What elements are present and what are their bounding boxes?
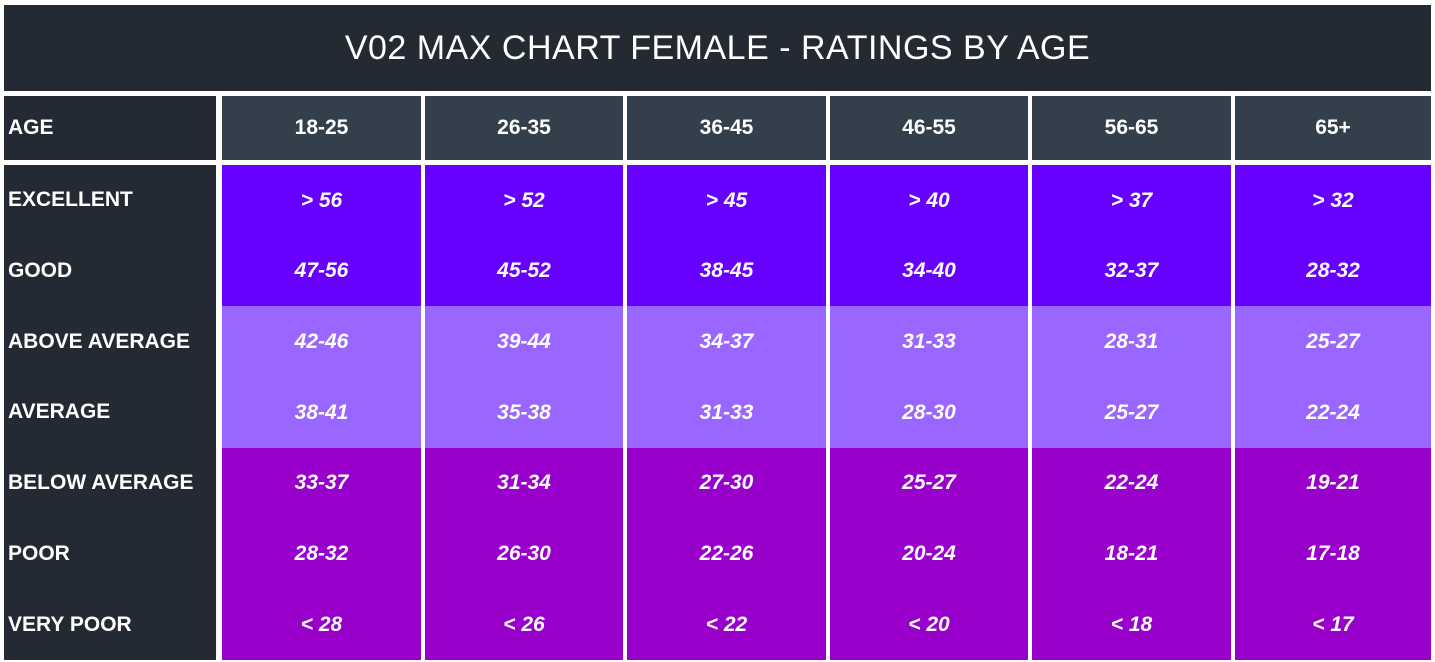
vo2-value-cell: 27-30: [627, 447, 826, 519]
vo2-value-cell: 47-56: [222, 235, 421, 307]
age-column-header: 36-45: [627, 96, 826, 160]
age-column-header: 26-35: [425, 96, 623, 160]
vo2-value-cell: 38-45: [627, 235, 826, 307]
vo2-value-cell: > 37: [1032, 165, 1231, 237]
vo2-value-cell: 31-33: [830, 306, 1028, 378]
vo2-value-cell: > 45: [627, 165, 826, 237]
rating-label: AVERAGE: [8, 400, 111, 424]
vo2-value-cell: 28-30: [830, 377, 1028, 449]
vo2-value-cell: < 20: [830, 589, 1028, 661]
chart-title: V02 MAX CHART FEMALE - RATINGS BY AGE: [4, 5, 1431, 91]
vo2-value-cell: 32-37: [1032, 235, 1231, 307]
vo2-value-cell: > 40: [830, 165, 1028, 237]
age-column-header: 46-55: [830, 96, 1028, 160]
vo2-value-cell: 20-24: [830, 518, 1028, 590]
vo2-value-cell: 26-30: [425, 518, 623, 590]
vo2-value-cell: > 32: [1235, 165, 1431, 237]
rating-label: GOOD: [8, 259, 73, 283]
vo2-value-cell: 34-37: [627, 306, 826, 378]
vo2-value-cell: 33-37: [222, 447, 421, 519]
vo2-value-cell: 28-31: [1032, 306, 1231, 378]
vo2-value-cell: 31-33: [627, 377, 826, 449]
age-column-header: 65+: [1235, 96, 1431, 160]
vo2-value-cell: 38-41: [222, 377, 421, 449]
vo2-value-cell: 25-27: [1032, 377, 1231, 449]
age-column-header: 18-25: [222, 96, 421, 160]
vo2-value-cell: 31-34: [425, 447, 623, 519]
vo2-value-cell: 42-46: [222, 306, 421, 378]
vo2-value-cell: 19-21: [1235, 447, 1431, 519]
vo2-value-cell: 34-40: [830, 235, 1028, 307]
vo2-value-cell: 17-18: [1235, 518, 1431, 590]
vo2-value-cell: 25-27: [1235, 306, 1431, 378]
vo2-value-cell: 18-21: [1032, 518, 1231, 590]
vo2-value-cell: 28-32: [222, 518, 421, 590]
vo2-value-cell: > 52: [425, 165, 623, 237]
vo2-value-cell: 39-44: [425, 306, 623, 378]
rating-label-column: [4, 165, 216, 660]
vo2-value-cell: 35-38: [425, 377, 623, 449]
vo2-value-cell: < 26: [425, 589, 623, 661]
rating-label: ABOVE AVERAGE: [8, 329, 191, 353]
vo2-value-cell: < 28: [222, 589, 421, 661]
vo2-value-cell: 25-27: [830, 447, 1028, 519]
vo2-value-cell: < 18: [1032, 589, 1231, 661]
vo2-value-cell: 22-24: [1032, 447, 1231, 519]
vo2-value-cell: > 56: [222, 165, 421, 237]
rating-label: VERY POOR: [8, 612, 132, 636]
vo2-value-cell: 28-32: [1235, 235, 1431, 307]
vo2-value-cell: 45-52: [425, 235, 623, 307]
rating-label: EXCELLENT: [8, 188, 133, 212]
vo2-value-cell: < 22: [627, 589, 826, 661]
age-column-header: 56-65: [1032, 96, 1231, 160]
rating-label: POOR: [8, 541, 70, 565]
vo2-value-cell: < 17: [1235, 589, 1431, 661]
vo2-value-cell: 22-24: [1235, 377, 1431, 449]
vo2-value-cell: 22-26: [627, 518, 826, 590]
rating-label: BELOW AVERAGE: [8, 471, 194, 495]
row-header-age: AGE: [4, 96, 216, 160]
